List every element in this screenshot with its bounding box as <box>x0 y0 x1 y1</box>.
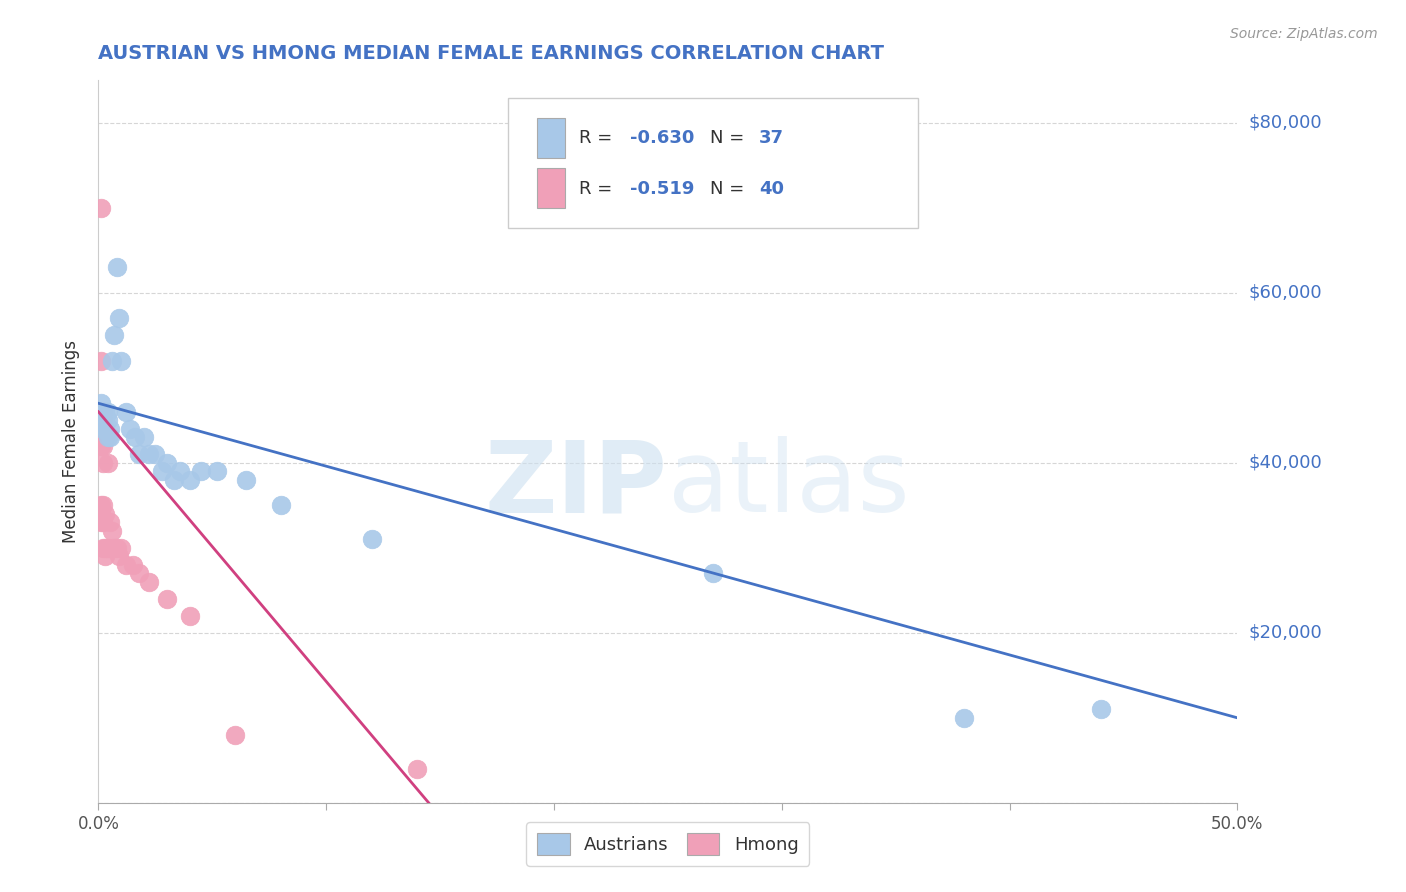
Point <box>114 558 136 572</box>
Point <box>953 711 976 725</box>
Point <box>90 516 112 530</box>
Point <box>124 430 146 444</box>
FancyBboxPatch shape <box>537 169 565 208</box>
Point <box>114 405 136 419</box>
Point <box>94 549 117 564</box>
Text: R =: R = <box>579 179 619 198</box>
Text: 40: 40 <box>759 179 785 198</box>
Point <box>91 456 114 470</box>
Point <box>108 311 131 326</box>
Text: AUSTRIAN VS HMONG MEDIAN FEMALE EARNINGS CORRELATION CHART: AUSTRIAN VS HMONG MEDIAN FEMALE EARNINGS… <box>98 45 884 63</box>
Text: R =: R = <box>579 129 619 147</box>
Point <box>96 541 118 555</box>
Point <box>94 422 117 436</box>
Point <box>156 591 179 606</box>
Point <box>103 541 125 555</box>
Point <box>94 422 117 436</box>
Point <box>702 566 724 581</box>
Point <box>101 524 124 538</box>
Text: $40,000: $40,000 <box>1249 454 1322 472</box>
Point <box>179 608 201 623</box>
Point <box>150 464 173 478</box>
Text: $60,000: $60,000 <box>1249 284 1322 301</box>
Text: N =: N = <box>710 129 749 147</box>
Y-axis label: Median Female Earnings: Median Female Earnings <box>62 340 80 543</box>
Point <box>103 328 125 343</box>
Point <box>90 413 112 427</box>
Point <box>156 456 179 470</box>
Text: -0.630: -0.630 <box>630 129 695 147</box>
Point <box>128 566 150 581</box>
Point <box>91 405 114 419</box>
Text: ZIP: ZIP <box>485 436 668 533</box>
Point <box>132 430 155 444</box>
Point <box>138 574 160 589</box>
Point <box>128 447 150 461</box>
Point <box>96 405 118 419</box>
Point <box>91 498 114 512</box>
Point <box>98 516 121 530</box>
Point <box>224 728 246 742</box>
Point <box>91 413 114 427</box>
Point <box>91 422 114 436</box>
Point <box>101 353 124 368</box>
Point <box>138 447 160 461</box>
Text: -0.519: -0.519 <box>630 179 695 198</box>
Point <box>90 422 112 436</box>
FancyBboxPatch shape <box>537 118 565 158</box>
Point <box>90 405 112 419</box>
Point <box>90 353 112 368</box>
Point <box>90 430 112 444</box>
Text: atlas: atlas <box>668 436 910 533</box>
Point <box>190 464 212 478</box>
Text: Source: ZipAtlas.com: Source: ZipAtlas.com <box>1230 27 1378 41</box>
Point <box>205 464 228 478</box>
Point <box>94 541 117 555</box>
Point <box>105 260 128 275</box>
Point <box>94 430 117 444</box>
Point <box>90 498 112 512</box>
Point <box>169 464 191 478</box>
Point <box>90 201 112 215</box>
Point <box>94 405 117 419</box>
Text: 37: 37 <box>759 129 785 147</box>
Point <box>98 422 121 436</box>
Point <box>360 533 382 547</box>
Point <box>121 558 143 572</box>
FancyBboxPatch shape <box>509 98 918 228</box>
Point <box>110 353 132 368</box>
Point <box>96 456 118 470</box>
Point <box>91 413 114 427</box>
Point <box>235 473 257 487</box>
Point <box>98 430 121 444</box>
Point <box>270 498 292 512</box>
Point <box>94 413 117 427</box>
Point <box>162 473 184 487</box>
Point <box>90 507 112 521</box>
Text: N =: N = <box>710 179 749 198</box>
Point <box>96 413 118 427</box>
Point <box>179 473 201 487</box>
Text: $20,000: $20,000 <box>1249 624 1322 642</box>
Point <box>96 430 118 444</box>
Point <box>110 541 132 555</box>
Point <box>91 405 114 419</box>
Text: $80,000: $80,000 <box>1249 114 1322 132</box>
Point <box>108 549 131 564</box>
Point <box>105 541 128 555</box>
Point <box>91 516 114 530</box>
Point <box>1090 702 1112 716</box>
Point <box>90 396 112 410</box>
Point <box>91 422 114 436</box>
Point <box>91 439 114 453</box>
Point <box>120 422 142 436</box>
Point <box>94 507 117 521</box>
Legend: Austrians, Hmong: Austrians, Hmong <box>526 822 810 866</box>
Point <box>90 439 112 453</box>
Point <box>91 430 114 444</box>
Point <box>91 541 114 555</box>
Point <box>145 447 167 461</box>
Point <box>406 762 429 776</box>
